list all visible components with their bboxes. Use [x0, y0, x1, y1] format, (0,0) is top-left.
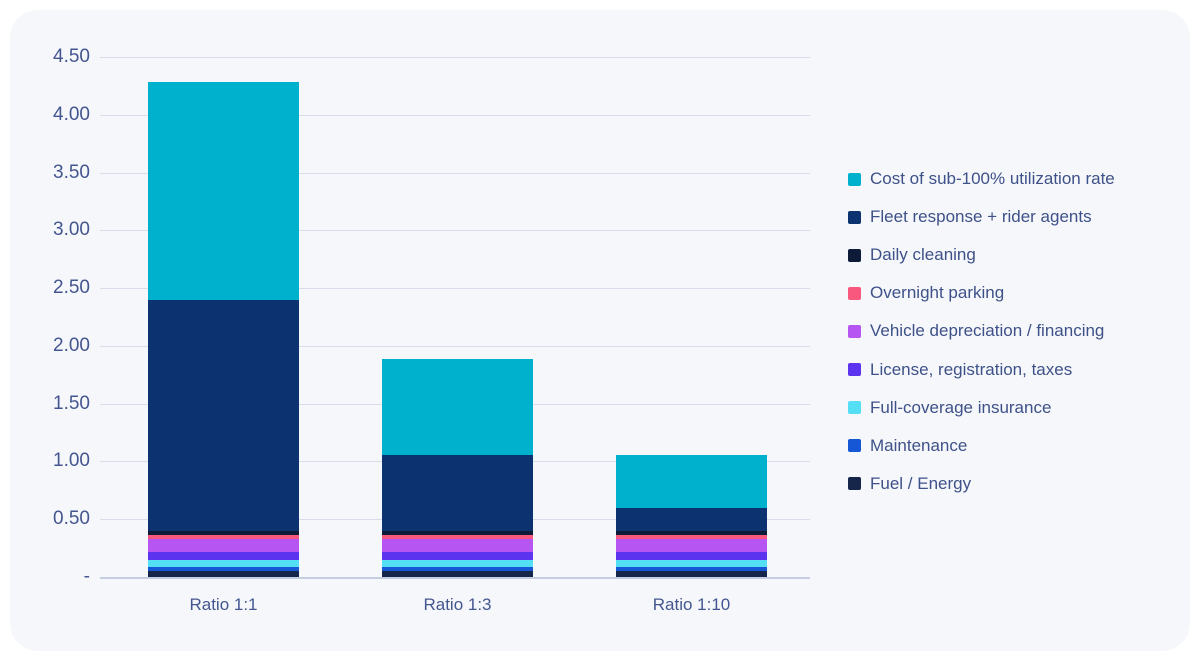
- gridline: [100, 114, 810, 116]
- gridline: [100, 172, 810, 174]
- legend-label: Cost of sub-100% utilization rate: [870, 169, 1115, 188]
- legend-label: Fuel / Energy: [870, 473, 972, 493]
- bar-segment: [382, 567, 533, 572]
- legend-swatch: [848, 401, 861, 415]
- legend-swatch: [848, 439, 861, 453]
- bar-segment: [382, 552, 533, 561]
- legend-swatch: [848, 324, 861, 338]
- gridline: [100, 57, 810, 58]
- gridline: [100, 288, 810, 290]
- legend-label: License, registration, taxes: [870, 359, 1073, 379]
- bar-segment: [148, 82, 299, 300]
- y-axis-tick-label: 1.50: [53, 392, 90, 414]
- legend-swatch: [848, 286, 861, 300]
- legend-item: Fleet response + rider agents: [848, 205, 1092, 229]
- bar-segment: [148, 552, 299, 561]
- legend-item: Vehicle depreciation / financing: [848, 319, 1104, 343]
- bar-segment: [148, 539, 299, 553]
- bar-segment: [616, 530, 767, 536]
- bar-segment: [148, 567, 299, 572]
- legend-label: Maintenance: [870, 435, 968, 455]
- y-axis-tick-label: 3.50: [53, 161, 90, 183]
- y-axis-tick-label: 2.50: [53, 277, 90, 299]
- legend-swatch: [848, 363, 861, 376]
- y-axis-tick-label: 0.50: [53, 508, 90, 530]
- bar-segment: [382, 530, 533, 536]
- bar-segment: [382, 535, 533, 540]
- legend-item: Daily cleaning: [848, 243, 976, 267]
- bar-segment: [148, 535, 299, 540]
- legend-swatch: [848, 248, 861, 262]
- bar-segment: [382, 571, 533, 577]
- legend-item: Maintenance: [848, 434, 967, 458]
- y-axis-tick-label: -: [83, 566, 90, 587]
- x-axis-category-label: Ratio 1:10: [652, 595, 731, 614]
- y-axis-tick-label: 2.00: [53, 334, 90, 356]
- gridline: [100, 345, 810, 347]
- legend-item: Overnight parking: [848, 281, 1004, 305]
- bar-segment: [382, 560, 533, 568]
- x-axis-category-label: Ratio 1:1: [189, 595, 258, 614]
- bar-segment: [382, 539, 533, 553]
- bar-segment: [382, 454, 533, 531]
- bar-segment: [148, 571, 299, 577]
- bar-segment: [148, 530, 299, 536]
- legend-swatch: [848, 477, 861, 491]
- legend-item: Fuel / Energy: [848, 472, 971, 496]
- legend-label: Fleet response + rider agents: [870, 207, 1092, 227]
- legend-label: Full-coverage insurance: [870, 397, 1052, 417]
- gridline: [100, 230, 810, 232]
- legend-item: Full-coverage insurance: [848, 396, 1051, 420]
- x-axis-category-label: Ratio 1:3: [423, 595, 492, 614]
- bar-segment: [616, 560, 767, 568]
- y-axis-tick-label: 3.00: [53, 219, 90, 241]
- bar-segment: [616, 567, 767, 572]
- bar-segment: [616, 535, 767, 540]
- y-axis-tick-label: 4.50: [53, 46, 90, 67]
- legend-label: Vehicle depreciation / financing: [870, 321, 1105, 341]
- legend-item: License, registration, taxes: [848, 358, 1072, 382]
- legend-label: Overnight parking: [870, 283, 1005, 303]
- bar-segment: [616, 571, 767, 577]
- x-axis-line: [100, 577, 810, 579]
- bar-segment: [382, 358, 533, 455]
- bar-segment: [616, 539, 767, 553]
- y-axis-tick-label: 4.00: [53, 103, 90, 125]
- bar-segment: [616, 507, 767, 531]
- bar-segment: [148, 560, 299, 568]
- legend-label: Daily cleaning: [870, 245, 976, 265]
- bar-segment: [616, 552, 767, 561]
- bar-segment: [616, 454, 767, 508]
- legend-swatch: [848, 172, 861, 186]
- chart-panel: 4.50 4.00 3.50 3.00 2.50 2.00 1.50 1.00 0.50 - Rat…: [10, 10, 1190, 651]
- legend-item: Cost of sub-100% utilization rate: [848, 167, 1115, 191]
- legend-swatch: [848, 210, 861, 224]
- bar-segment: [148, 299, 299, 531]
- y-axis-tick-label: 1.00: [53, 450, 90, 472]
